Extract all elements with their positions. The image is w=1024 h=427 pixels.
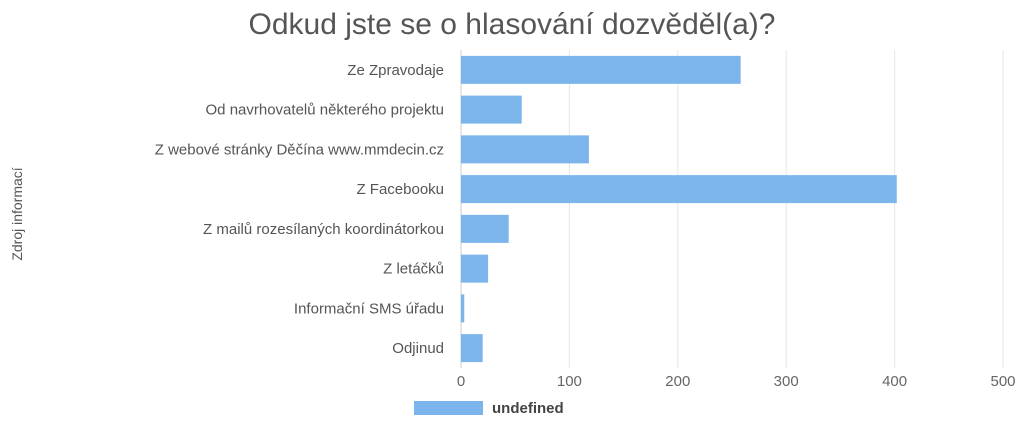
bar-4[interactable] [461, 214, 509, 243]
category-label-5: Z letáčků [383, 261, 444, 278]
bar-3[interactable] [461, 175, 897, 204]
chart-title: Odkud jste se o hlasování dozvěděl(a)? [249, 8, 776, 41]
bar-7[interactable] [461, 334, 483, 363]
x-tick-300: 300 [774, 373, 799, 390]
bar-6[interactable] [461, 294, 465, 323]
category-label-0: Ze Zpravodaje [347, 62, 444, 79]
legend[interactable]: undefined [414, 400, 564, 417]
grid-lines [460, 50, 1004, 368]
x-tick-0: 0 [457, 373, 465, 390]
bar-1[interactable] [461, 95, 522, 124]
y-axis-label: Zdroj informací [9, 167, 25, 260]
category-label-3: Z Facebooku [356, 181, 444, 198]
x-tick-100: 100 [557, 373, 582, 390]
category-labels: Ze Zpravodaje Od navrhovatelů některého p… [155, 62, 444, 357]
category-label-6: Informační SMS úřadu [294, 300, 444, 317]
x-tick-400: 400 [882, 373, 907, 390]
bar-5[interactable] [461, 254, 489, 283]
bar-series [461, 55, 897, 363]
category-label-4: Z mailů rozesílaných koordinátorkou [203, 221, 444, 238]
category-label-7: Odjinud [392, 340, 444, 357]
x-tick-200: 200 [665, 373, 690, 390]
bar-2[interactable] [461, 135, 589, 164]
x-tick-500: 500 [990, 373, 1015, 390]
x-tick-labels: 0 100 200 300 400 500 [457, 373, 1016, 390]
bar-0[interactable] [461, 55, 741, 84]
category-label-1: Od navrhovatelů některého projektu [206, 102, 444, 119]
category-label-2: Z webové stránky Děčína www.mmdecin.cz [155, 141, 444, 158]
legend-swatch [414, 401, 483, 415]
legend-label: undefined [492, 400, 564, 417]
